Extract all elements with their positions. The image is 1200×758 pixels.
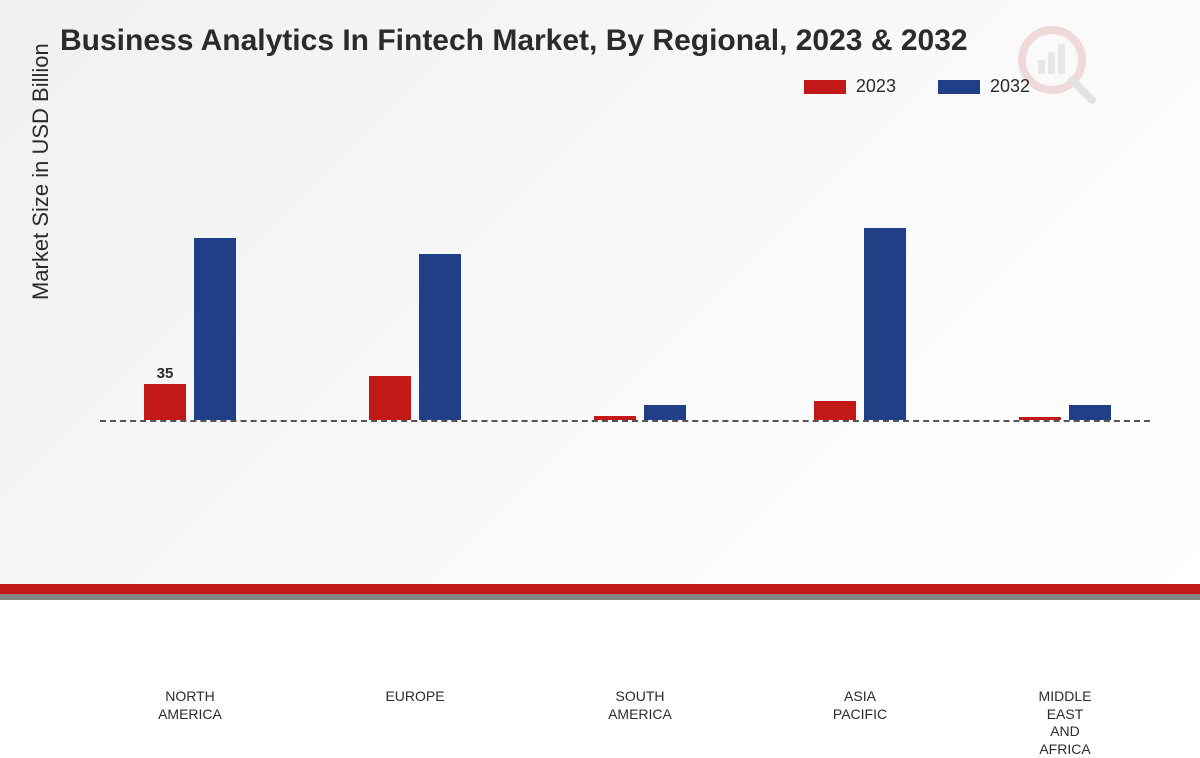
bar-2023 — [1019, 417, 1061, 420]
legend-item-2023: 2023 — [804, 76, 896, 97]
y-axis-label: Market Size in USD Billion — [28, 43, 54, 300]
legend-label-2032: 2032 — [990, 76, 1030, 97]
footer-red-stripe — [0, 584, 1200, 594]
bar-2023 — [814, 401, 856, 420]
bar-2023 — [594, 416, 636, 420]
bar-2023 — [369, 376, 411, 420]
chart-title: Business Analytics In Fintech Market, By… — [60, 24, 968, 58]
bar-2032 — [194, 238, 236, 420]
category-label: SOUTH AMERICA — [560, 688, 720, 723]
bar-pair — [369, 254, 461, 420]
category-label: ASIA PACIFIC — [780, 688, 940, 723]
legend-item-2032: 2032 — [938, 76, 1030, 97]
category-label: MIDDLE EAST AND AFRICA — [985, 688, 1145, 758]
bar-value-label: 35 — [157, 365, 174, 382]
footer-grey-stripe — [0, 594, 1200, 600]
category-label: EUROPE — [335, 688, 495, 706]
bar-pair — [594, 405, 686, 420]
legend-swatch-2032 — [938, 80, 980, 94]
watermark-logo — [1014, 22, 1100, 113]
footer-bar — [0, 584, 1200, 600]
bar-2032 — [1069, 405, 1111, 420]
bar-2032 — [864, 228, 906, 420]
bar-pair — [814, 228, 906, 420]
bar-pair: 35 — [144, 238, 236, 420]
chart-area: 35NORTH AMERICAEUROPESOUTH AMERICAASIA P… — [100, 160, 1150, 470]
bar-2023: 35 — [144, 384, 186, 420]
baseline — [100, 420, 1150, 422]
bar-2032 — [644, 405, 686, 420]
bar-pair — [1019, 405, 1111, 420]
legend-swatch-2023 — [804, 80, 846, 94]
bar-2032 — [419, 254, 461, 420]
category-label: NORTH AMERICA — [110, 688, 270, 723]
legend-label-2023: 2023 — [856, 76, 896, 97]
legend: 2023 2032 — [804, 76, 1030, 97]
